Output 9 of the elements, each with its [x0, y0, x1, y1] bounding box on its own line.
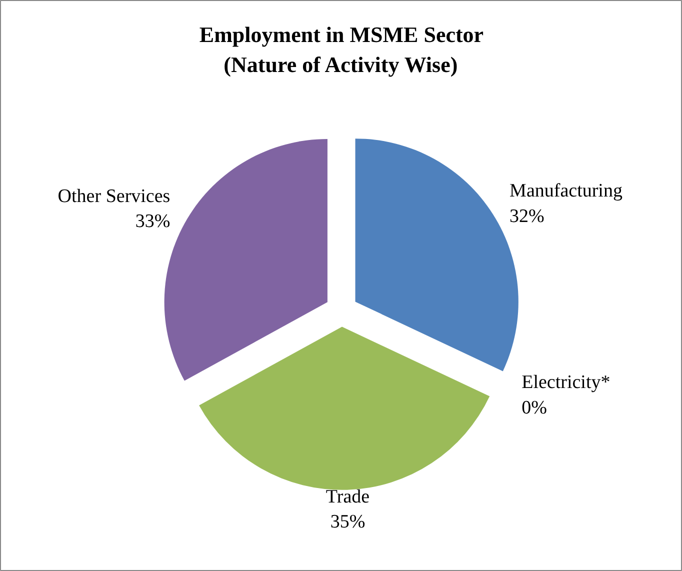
data-label: 35% [330, 512, 366, 533]
category-label: Electricity* [522, 372, 610, 394]
text: 0% [522, 397, 547, 418]
slice-label: Other Services [58, 186, 170, 208]
slice-label: Manufacturing [510, 180, 623, 202]
chart-title: Employment in MSME Sector (Nature of Activity Wise) [199, 22, 484, 77]
data-label: 33% [135, 211, 170, 232]
slice-label: Trade [326, 486, 370, 508]
data-label: 32% [510, 206, 545, 227]
